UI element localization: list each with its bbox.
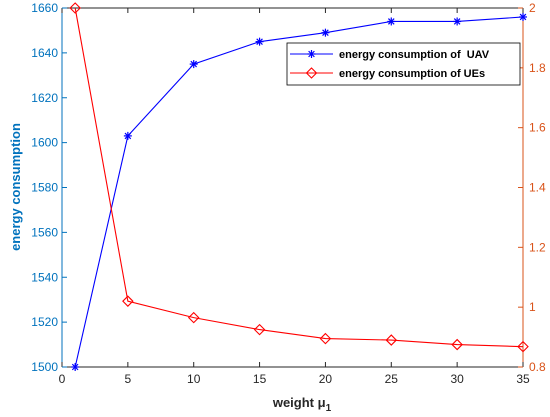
data-point-stroke [71, 363, 79, 371]
x-tick-label: 20 [319, 372, 333, 386]
data-point [451, 338, 463, 351]
data-point [453, 17, 462, 26]
data-point [187, 311, 200, 324]
left-y-tick-label: 1540 [31, 270, 58, 284]
legend-symbol-ues [305, 67, 318, 79]
data-point [519, 12, 527, 21]
legend-label-ues: energy consumption of UEs [339, 68, 485, 80]
data-point [69, 2, 81, 14]
data-point-stroke [190, 60, 198, 68]
legend-symbol-uav-stroke [308, 50, 315, 58]
legend-entry-uav: energy consumption of UAV [290, 49, 490, 61]
right-y-tick-label: 1.2 [529, 240, 546, 254]
data-point-stroke [256, 38, 263, 45]
series-uav [71, 12, 527, 371]
data-point [253, 323, 266, 336]
x-axis-label: weight μ1 [272, 395, 332, 414]
data-point [123, 131, 132, 140]
x-tick-label: 5 [125, 372, 132, 386]
right-y-tick-label: 1 [529, 300, 536, 314]
right-y-tick-label: 0.8 [529, 360, 546, 374]
right-y-axis-ticks: 0.8 1 1.2 1.4 1.6 1.8 2 [518, 1, 546, 374]
x-tick-label: 10 [187, 372, 201, 386]
legend-label-uav: energy consumption of UAV [339, 49, 490, 61]
x-tick-label: 25 [385, 372, 399, 386]
left-y-axis-ticks: 1500 1520 1540 1560 1580 1600 1620 1640 1660 [31, 1, 67, 374]
legend-symbol-uav [307, 50, 316, 58]
series-line [74, 16, 524, 368]
data-point [321, 28, 330, 37]
data-point [122, 295, 134, 307]
series-ues [69, 2, 529, 353]
left-y-tick-label: 1620 [31, 91, 58, 105]
right-y-tick-label: 1.8 [529, 61, 546, 75]
left-y-tick-label: 1600 [31, 136, 58, 150]
data-point-stroke [322, 29, 329, 36]
data-point [255, 37, 264, 46]
legend: energy consumption of UAV energy consump… [286, 42, 521, 86]
legend-marker-uav [307, 50, 316, 58]
x-tick-label: 35 [516, 372, 530, 386]
series-line [74, 7, 524, 348]
legend-box [286, 42, 521, 86]
data-point-stroke [519, 13, 527, 21]
left-y-tick-label: 1520 [31, 315, 58, 329]
data-point-stroke [453, 18, 461, 25]
data-point [189, 60, 198, 69]
data-point [517, 340, 529, 353]
left-y-tick-label: 1500 [31, 360, 58, 374]
x-axis-ticks: 0 5 10 15 20 25 30 35 [59, 8, 530, 386]
left-y-tick-label: 1660 [31, 1, 58, 15]
data-point [71, 363, 80, 371]
data-point [385, 334, 398, 346]
right-y-tick-label: 2 [529, 1, 536, 15]
x-tick-label: 0 [59, 372, 66, 386]
x-tick-label: 15 [253, 372, 267, 386]
series-layer [69, 2, 529, 371]
right-y-tick-label: 1.6 [529, 121, 546, 135]
x-tick-label: 30 [450, 372, 464, 386]
left-y-tick-label: 1640 [31, 46, 58, 60]
legend-marker-ues [305, 67, 318, 79]
data-point-stroke [387, 18, 395, 25]
data-point-stroke [124, 132, 132, 140]
right-y-tick-label: 1.4 [529, 181, 546, 195]
data-point [387, 17, 396, 26]
left-y-tick-label: 1560 [31, 225, 58, 239]
legend-entry-ues: energy consumption of UEs [290, 67, 485, 80]
data-point [319, 332, 332, 345]
x-axis-label-main: weight μ [272, 395, 326, 410]
left-y-axis-label: energy consumption [8, 123, 23, 251]
left-y-tick-label: 1580 [31, 181, 58, 195]
x-axis-label-subscript: 1 [326, 403, 332, 414]
